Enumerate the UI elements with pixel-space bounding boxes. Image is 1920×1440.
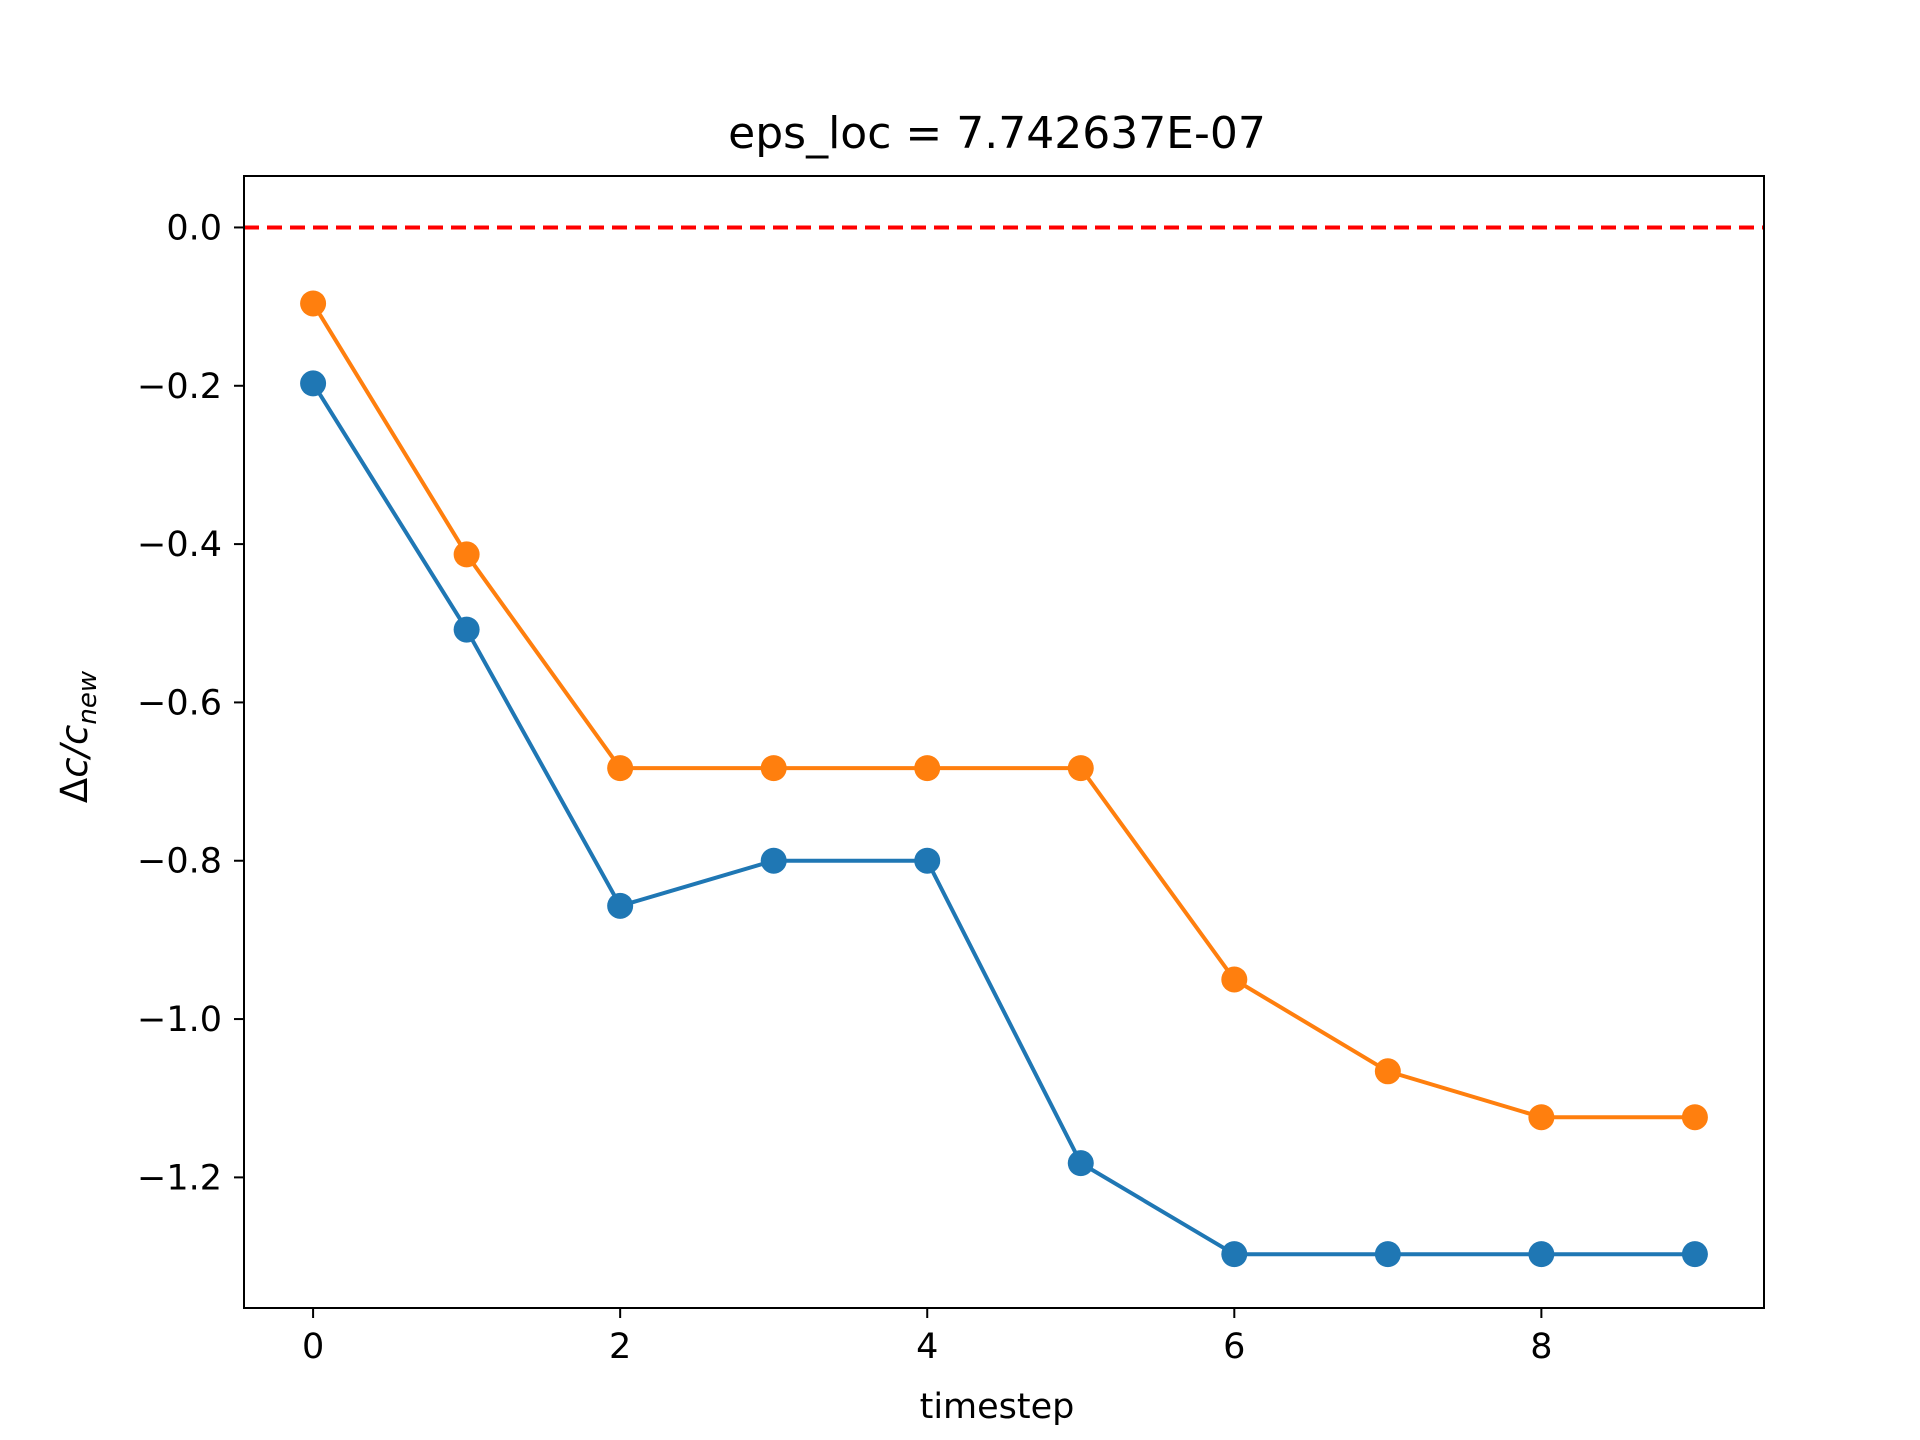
series-2-point — [1528, 1104, 1555, 1131]
y-tick-label: −1.0 — [137, 1000, 222, 1040]
series-2-point — [453, 541, 480, 568]
y-tick-label: −0.8 — [137, 842, 222, 882]
x-axis-label: timestep — [920, 1387, 1075, 1427]
series-2-point — [1681, 1104, 1708, 1131]
plot-area — [243, 175, 1765, 1309]
series-2-point — [914, 755, 941, 782]
y-axis-label: Δc/cnew — [53, 670, 103, 803]
series-2-point — [300, 290, 327, 317]
x-tick-label: 2 — [609, 1327, 631, 1367]
x-axis: 0 2 4 6 8 — [302, 1308, 1553, 1367]
y-tick-label: −1.2 — [137, 1158, 222, 1198]
series-2-point — [1067, 755, 1094, 782]
y-axis-label-subscript: new — [73, 670, 103, 724]
y-axis-label-numerator: c — [53, 757, 96, 777]
y-tick-label: 0.0 — [166, 208, 222, 248]
series-1-point — [1528, 1241, 1555, 1268]
series-1-point — [607, 892, 634, 919]
chart-title: eps_loc = 7.742637E-07 — [728, 108, 1266, 159]
y-tick-label: −0.6 — [137, 683, 222, 723]
y-axis-label-slash: / — [53, 741, 96, 760]
plot-frame — [243, 175, 1765, 1309]
x-tick-label: 8 — [1530, 1327, 1552, 1367]
series-1-point — [1374, 1241, 1401, 1268]
series-2-point — [1221, 966, 1248, 993]
series-1-point — [760, 847, 787, 874]
series-1-point — [1221, 1241, 1248, 1268]
series-2-point — [607, 755, 634, 782]
y-axis-label-prefix: Δ — [53, 778, 96, 803]
series-1-point — [300, 370, 327, 397]
series-1-point — [914, 847, 941, 874]
y-axis: 0.0 −0.2 −0.4 −0.6 −0.8 −1.0 −1.2 — [137, 208, 244, 1198]
x-tick-label: 4 — [916, 1327, 938, 1367]
y-tick-label: −0.2 — [137, 367, 222, 407]
series-1-point — [1681, 1241, 1708, 1268]
y-axis-label-denominator: c — [53, 725, 96, 745]
series-1-line — [311, 382, 1695, 1257]
x-tick-label: 6 — [1223, 1327, 1245, 1367]
y-tick-label: −0.4 — [137, 525, 222, 565]
series-2-point — [1374, 1058, 1401, 1085]
x-tick-label: 0 — [302, 1327, 324, 1367]
series-2-line — [311, 302, 1695, 1120]
series-1-point — [1067, 1150, 1094, 1177]
series-2-point — [760, 755, 787, 782]
series-1-point — [453, 616, 480, 643]
